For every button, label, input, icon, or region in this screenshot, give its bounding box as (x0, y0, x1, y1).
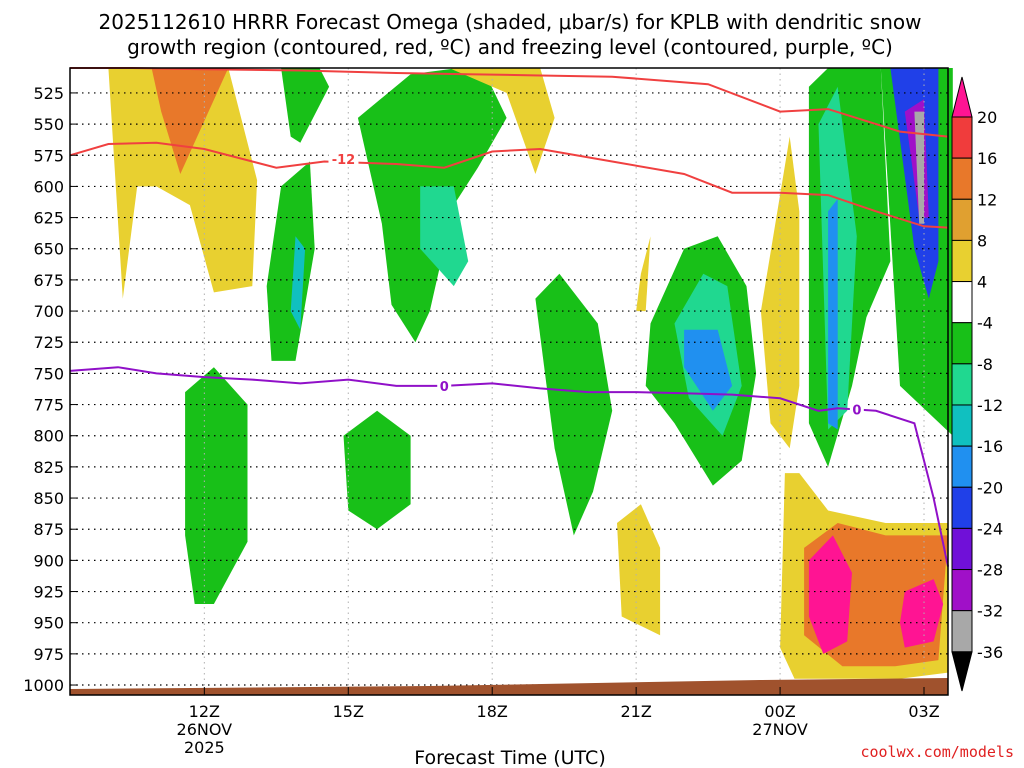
colorbar-segment-1 (951, 157, 973, 200)
isotherm-zero-label-bg-b (849, 401, 864, 418)
omega-region-4 (420, 186, 469, 287)
y-tick-label-925: 925 (33, 583, 64, 602)
omega-region-14 (636, 236, 651, 312)
y-tick-label-900: 900 (33, 551, 64, 570)
isotherm-zero-label-b: 0 (852, 404, 861, 419)
x-tick-label-12Z: 12Z (189, 702, 220, 721)
colorbar-segment-8 (951, 445, 973, 488)
y-tick-label-600: 600 (33, 177, 64, 196)
colorbar-segment-12 (951, 610, 973, 653)
isotherm-minus12-label: -12 (332, 153, 356, 168)
colorbar-segment-11 (951, 569, 973, 612)
terrain-ground-strip (70, 678, 948, 695)
colorbar-label-7: -12 (977, 396, 1003, 415)
colorbar: 20 16 12 8 4 -4 -8 -12 -16 -20 -24 -28 -32 -36 (951, 76, 1003, 692)
plot-area: -12 0 0 (69, 67, 953, 696)
y-tick-label-975: 975 (33, 645, 64, 664)
colorbar-label-9: -20 (977, 478, 1003, 497)
y-tick-label-750: 750 (33, 364, 64, 383)
credit-link[interactable]: coolwx.com/models (860, 743, 1014, 761)
colorbar-label-13: -36 (977, 643, 1003, 662)
omega-region-16 (760, 136, 800, 449)
omega-region-8 (185, 367, 248, 604)
omega-region-26 (808, 535, 852, 654)
colorbar-label-12: -32 (977, 602, 1003, 621)
colorbar-segment-6 (951, 363, 973, 406)
colorbar-label-0: 20 (977, 108, 997, 127)
y-tick-label-875: 875 (33, 520, 64, 539)
y-tick-label-575: 575 (33, 146, 64, 165)
y-tick-label-1000: 1000 (23, 676, 64, 695)
isotherm-minus12-upper (70, 67, 949, 138)
isotherm-zero-label-bg-a (437, 377, 452, 394)
x-tick-label-15Z: 15Z (333, 702, 364, 721)
colorbar-label-4: 4 (977, 273, 987, 292)
omega-region-0 (108, 68, 258, 299)
y-tick-label-775: 775 (33, 396, 64, 415)
colorbar-segment-2 (951, 198, 973, 241)
colorbar-segment-10 (951, 527, 973, 571)
x-tick-label-18Z: 18Z (477, 702, 508, 721)
x-axis-title: Forecast Time (UTC) (414, 747, 605, 768)
x-tick-label-00Z: 00Z (764, 702, 795, 721)
omega-region-27 (900, 579, 944, 648)
omega-region-15 (617, 504, 661, 636)
colorbar-segment-9 (951, 486, 973, 529)
colorbar-label-2: 12 (977, 190, 997, 209)
isotherm-zero-label-a: 0 (440, 380, 449, 395)
chart-title-line-2: growth region (contoured, red, ºC) and f… (127, 35, 893, 59)
omega-region-21 (890, 68, 939, 299)
y-tick-label-700: 700 (33, 302, 64, 321)
omega-region-7 (290, 236, 306, 330)
omega-region-6 (266, 161, 315, 361)
colorbar-bottom-arrow (951, 651, 973, 692)
colorbar-label-8: -16 (977, 437, 1003, 456)
colorbar-label-1: 16 (977, 149, 997, 168)
colorbar-label-5: -4 (977, 314, 993, 333)
y-tick-label-850: 850 (33, 489, 64, 508)
colorbar-segment-4 (951, 281, 973, 324)
y-tick-label-650: 650 (33, 240, 64, 259)
colorbar-label-6: -8 (977, 355, 993, 374)
x-date-label-00Z: 27NOV (752, 720, 808, 739)
colorbar-label-3: 8 (977, 231, 987, 250)
omega-region-9 (343, 410, 411, 530)
isotherm-minus12-lower (69, 141, 949, 229)
omega-region-13 (684, 329, 733, 411)
omega-region-19 (828, 198, 838, 430)
omega-region-10 (535, 273, 613, 536)
colorbar-segment-0 (951, 116, 973, 159)
y-tick-label-625: 625 (33, 209, 64, 228)
y-tick-label-525: 525 (33, 84, 64, 103)
omega-region-1 (151, 68, 229, 174)
y-tick-label-725: 725 (33, 333, 64, 352)
x-tick-label-03Z: 03Z (908, 702, 939, 721)
x-year-label-12Z: 2025 (184, 738, 225, 757)
x-tick-label-21Z: 21Z (620, 702, 651, 721)
y-tick-label-825: 825 (33, 458, 64, 477)
plot-frame (69, 67, 949, 696)
colorbar-segment-3 (951, 239, 973, 283)
isotherm-minus12-label-bg (328, 149, 359, 167)
colorbar-segment-5 (951, 322, 973, 365)
chart-title-line-1: 2025112610 HRRR Forecast Omega (shaded, … (99, 10, 922, 34)
omega-region-5 (449, 68, 555, 174)
y-tick-label-800: 800 (33, 427, 64, 446)
colorbar-label-10: -24 (977, 519, 1003, 538)
omega-region-23 (914, 111, 924, 224)
x-date-label-12Z: 26NOV (177, 720, 233, 739)
colorbar-label-11: -28 (977, 561, 1003, 580)
colorbar-segment-7 (951, 404, 973, 447)
colorbar-top-arrow (951, 76, 973, 118)
y-tick-label-950: 950 (33, 614, 64, 633)
y-tick-label-550: 550 (33, 115, 64, 134)
y-tick-label-675: 675 (33, 271, 64, 290)
